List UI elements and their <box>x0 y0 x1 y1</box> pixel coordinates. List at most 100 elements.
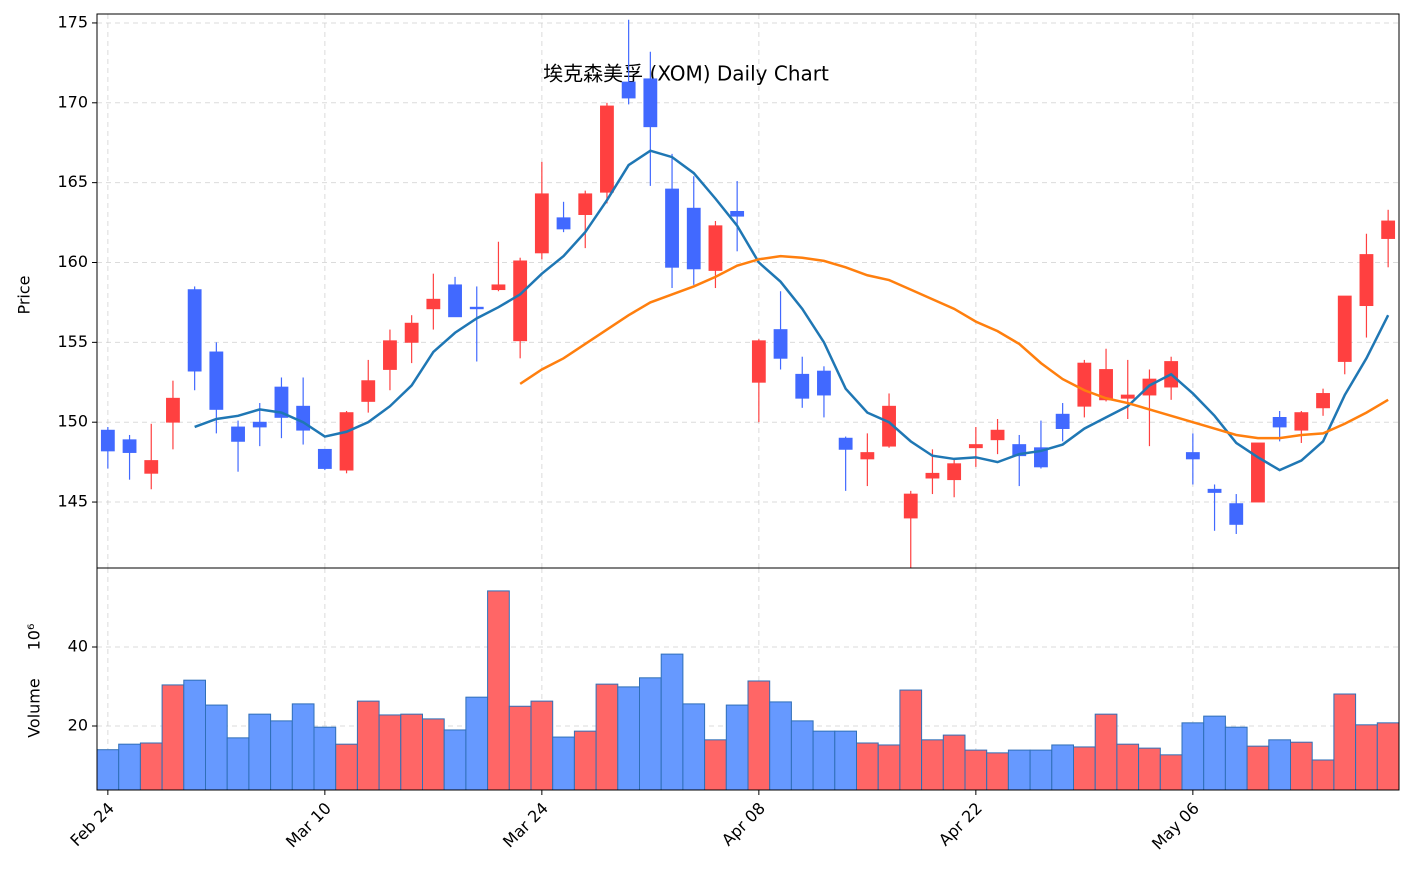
candle-body <box>751 340 766 383</box>
volume-bar <box>573 730 597 791</box>
volume-bar <box>139 742 163 791</box>
volume-bar <box>96 749 120 791</box>
candle-body <box>404 322 419 343</box>
candle-body <box>1337 295 1352 362</box>
candle-body <box>686 207 701 270</box>
candle-body <box>1207 488 1222 493</box>
volume-bar <box>1029 749 1053 791</box>
candle-body <box>426 298 441 310</box>
candle-body <box>1012 444 1027 457</box>
candle-body <box>491 284 506 291</box>
volume-bar <box>378 714 402 791</box>
y-tick-label: 20 <box>68 716 88 735</box>
candle-body <box>1229 503 1244 525</box>
y-tick-label: 160 <box>57 252 88 271</box>
volume-bar <box>1007 749 1031 791</box>
candle-body <box>1185 452 1200 460</box>
volume-bar <box>856 742 879 791</box>
volume-bar <box>118 743 141 791</box>
volume-bar <box>465 696 489 791</box>
candle-body <box>1055 413 1070 429</box>
candle-body <box>578 193 593 215</box>
volume-bar <box>1073 746 1096 791</box>
volume-bar <box>1311 759 1335 791</box>
volume-bar <box>356 700 380 791</box>
y-tick-label: 155 <box>57 332 88 351</box>
candle-body <box>1316 393 1330 409</box>
candle-body <box>947 463 962 481</box>
volume-bar <box>725 704 749 791</box>
x-tick-label: Mar 24 <box>499 799 552 852</box>
volume-bar <box>899 689 923 791</box>
volume-bar <box>1203 715 1226 791</box>
volume-bar <box>1159 754 1183 791</box>
volume-bar <box>877 744 901 791</box>
volume-bar <box>769 701 792 791</box>
candle-body <box>144 460 159 474</box>
volume-axis-label: Volume <box>25 678 44 738</box>
volume-bar <box>226 737 250 791</box>
volume-bar <box>530 700 554 791</box>
volume-bar <box>291 703 315 791</box>
chart-title: 埃克森美孚 (XOM) Daily Chart <box>543 62 829 86</box>
volume-bar <box>942 734 966 791</box>
candle-body <box>1272 417 1287 428</box>
volume-bar <box>161 684 185 791</box>
volume-frame <box>96 567 1400 791</box>
candle-body <box>1077 362 1092 407</box>
volume-bar <box>1333 693 1357 791</box>
candle-body <box>708 225 723 271</box>
volume-bar <box>617 686 640 791</box>
candle-body <box>448 284 462 318</box>
candle-body <box>122 439 137 453</box>
volume-bar <box>1116 743 1140 791</box>
candle-body <box>252 421 267 428</box>
volume-offset-label: 10⁶ <box>25 624 44 651</box>
volume-bar <box>1376 722 1400 791</box>
volume-bar <box>508 705 532 791</box>
volume-bar <box>1051 744 1075 791</box>
y-tick-label: 170 <box>57 92 88 111</box>
moving-average-line <box>194 149 1390 472</box>
moving-average-line <box>519 254 1389 440</box>
y-axis-label: Price <box>15 275 34 314</box>
volume-bar <box>313 726 337 791</box>
volume-bar <box>270 720 293 791</box>
y-tick-label: 150 <box>57 412 88 431</box>
candle-body <box>1251 442 1265 503</box>
candle-body <box>100 429 115 452</box>
candle-body <box>556 217 571 230</box>
candle-body <box>317 448 332 469</box>
x-tick-label: Apr 08 <box>718 799 769 850</box>
candle-body <box>903 493 918 519</box>
candle-body <box>795 373 810 399</box>
volume-bar <box>1268 739 1292 791</box>
volume-bar <box>595 683 619 791</box>
volume-bar <box>1246 745 1270 791</box>
volume-bar <box>682 703 706 791</box>
candle-body <box>1359 254 1374 307</box>
candle-body <box>231 426 245 442</box>
volume-bar <box>812 730 836 791</box>
x-tick-label: Apr 22 <box>935 799 986 850</box>
candle-body <box>882 405 896 447</box>
volume-bar <box>248 713 272 791</box>
candle-body <box>817 370 831 396</box>
volume-bar <box>921 739 944 791</box>
y-tick-label: 145 <box>57 492 88 511</box>
candle-body <box>1381 220 1396 239</box>
y-tick-label: 40 <box>68 637 88 656</box>
volume-bar <box>400 713 423 791</box>
candle-body <box>925 472 940 479</box>
candle-body <box>600 105 614 193</box>
candle-body <box>513 260 528 342</box>
volume-bar <box>487 590 510 791</box>
candle-body <box>730 210 745 217</box>
price-frame <box>96 13 1400 569</box>
volume-bar <box>1290 741 1313 791</box>
volume-bar <box>422 718 445 791</box>
volume-bar <box>704 739 727 791</box>
volume-bar <box>639 677 662 791</box>
volume-bar <box>443 729 467 791</box>
volume-bar <box>747 680 771 791</box>
